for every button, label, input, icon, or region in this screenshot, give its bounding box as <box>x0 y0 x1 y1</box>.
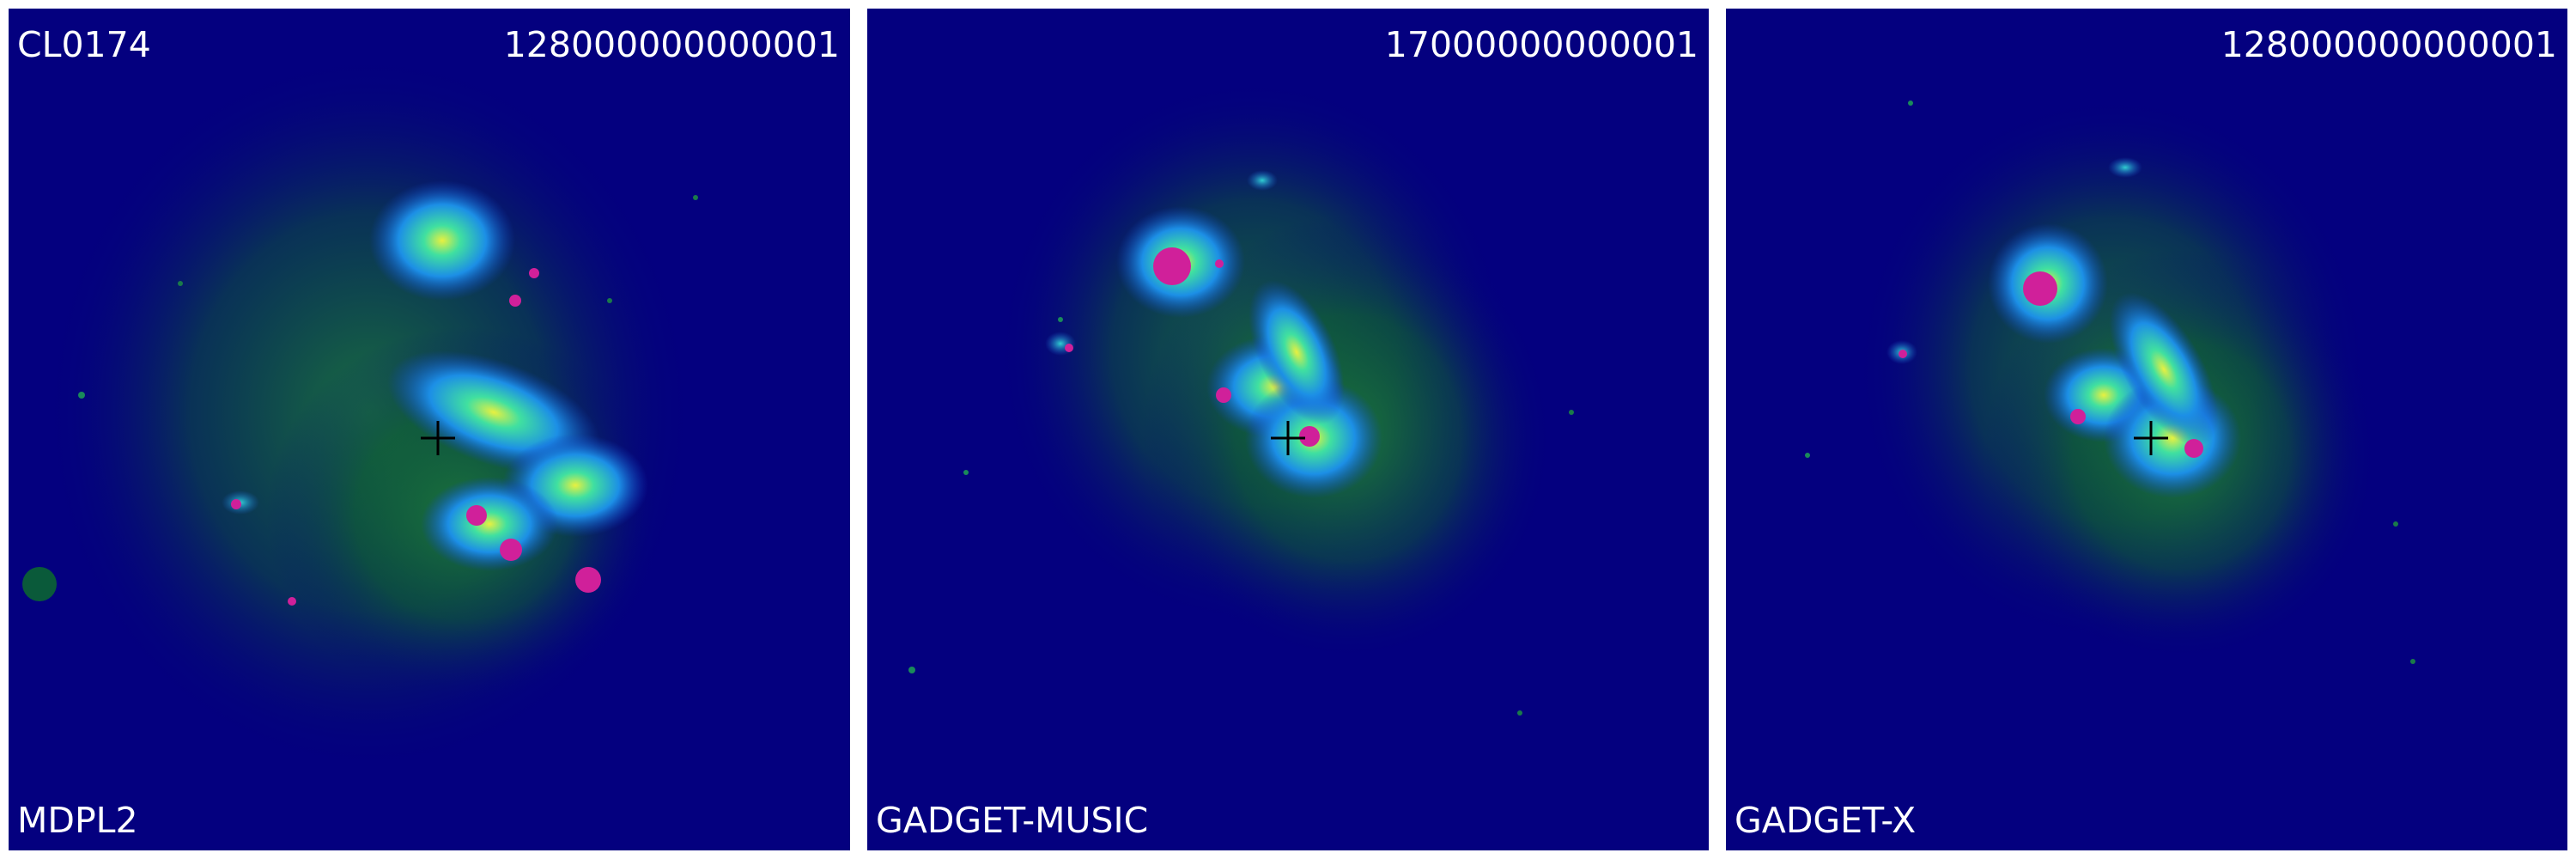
substructure-glow <box>22 567 57 601</box>
background-clump <box>1569 410 1574 415</box>
subhalo <box>1153 247 1191 285</box>
density-map <box>1805 94 2415 664</box>
simulation-name: MDPL2 <box>17 800 138 841</box>
subhalo <box>529 268 539 278</box>
map-panel-mdpl2: CL0174 128000000000001 MDPL2 <box>9 9 850 850</box>
arc-core <box>421 477 558 571</box>
map-panel-gadget-x: 128000000000001 GADGET-X <box>1726 9 2567 850</box>
background-clump <box>908 667 915 673</box>
substructure-glow <box>1045 332 1076 356</box>
subhalo <box>1216 387 1231 403</box>
background-clump <box>2393 521 2398 527</box>
redshift-value: 17000000000001 <box>1384 24 1698 65</box>
simulation-name: GADGET-MUSIC <box>876 800 1149 841</box>
redshift-value: 128000000000001 <box>2221 24 2557 65</box>
subhalo <box>1299 426 1320 447</box>
subhalo <box>466 505 487 526</box>
background-clump <box>1805 453 1810 458</box>
center-marker <box>421 421 455 455</box>
density-map <box>908 77 1574 716</box>
subhalo <box>1899 350 1907 358</box>
subhalo <box>1065 344 1073 352</box>
background-clump <box>693 195 698 200</box>
background-clump <box>178 281 183 286</box>
map-panel-gadget-music: 17000000000001 GADGET-MUSIC <box>867 9 1709 850</box>
background-clump <box>1058 317 1063 322</box>
subhalo <box>575 567 601 593</box>
redshift-value: 128000000000001 <box>503 24 840 65</box>
subhalo <box>288 597 296 606</box>
center-marker <box>1271 421 1305 455</box>
density-map <box>22 52 698 773</box>
subhalo <box>1215 259 1224 268</box>
cluster-id: CL0174 <box>17 24 151 65</box>
arc-core <box>1249 280 1345 424</box>
arc-core <box>2109 292 2219 447</box>
background-clump <box>1908 101 1913 106</box>
subhalo <box>2023 271 2057 306</box>
subhalo <box>2070 409 2086 424</box>
background-clump <box>1517 710 1522 716</box>
background-clump <box>2410 659 2415 664</box>
subhalo <box>231 499 241 509</box>
background-clump <box>963 470 969 475</box>
subhalo <box>2184 439 2203 458</box>
subhalo <box>509 295 521 307</box>
simulation-name: GADGET-X <box>1735 800 1917 841</box>
main-core <box>369 180 515 301</box>
center-marker <box>2134 421 2168 455</box>
background-clump <box>607 298 612 303</box>
substructure-glow <box>2108 157 2142 178</box>
substructure-glow <box>1247 170 1278 191</box>
subhalo <box>500 539 522 561</box>
background-clump <box>78 392 85 399</box>
